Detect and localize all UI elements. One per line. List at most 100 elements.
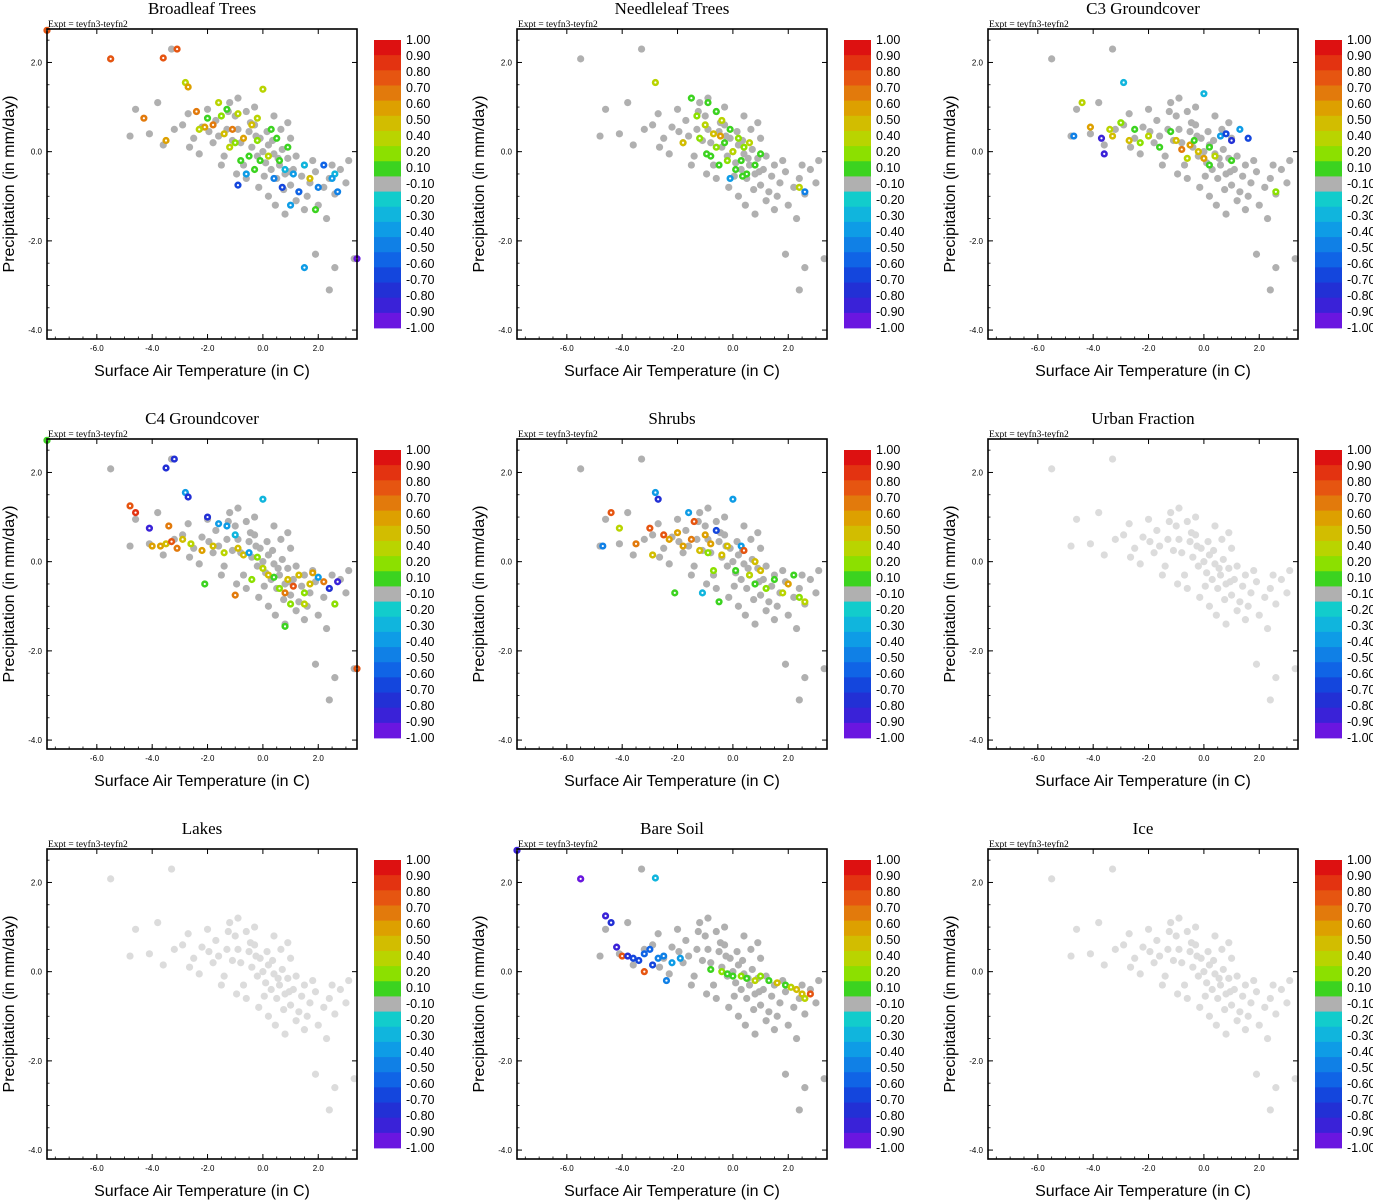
background-point [1225, 939, 1233, 947]
background-point [1187, 119, 1196, 127]
data-point-center [798, 596, 801, 599]
background-point [170, 125, 178, 133]
x-tick-label: 2.0 [1254, 1164, 1266, 1173]
background-point [682, 116, 690, 125]
background-point [812, 179, 820, 187]
colorbar-label: -0.40 [1347, 225, 1373, 239]
colorbar-label: 0.60 [1347, 97, 1371, 111]
data-point-center [278, 587, 281, 590]
scatter-panel: Lakes Expt = teyfn3-teyfn2 -6.0 -4.0 -2.0 0.0… [1, 819, 435, 1200]
colorbar-swatch [1315, 556, 1342, 572]
background-point [1291, 665, 1299, 673]
colorbar-label: 0.10 [876, 981, 900, 995]
background-point [228, 956, 237, 965]
background-point [242, 927, 250, 936]
correlation-points [651, 78, 809, 196]
background-point [284, 564, 292, 572]
data-point-center [687, 511, 690, 514]
background-point [792, 1034, 801, 1043]
background-point [1214, 174, 1222, 183]
background-point [577, 465, 585, 473]
colorbar-swatch [844, 252, 871, 268]
data-point-center [162, 56, 165, 60]
x-tick-label: -6.0 [1031, 1164, 1045, 1173]
background-point [1178, 959, 1186, 967]
data-point-center [720, 119, 723, 122]
background-point [1167, 918, 1175, 927]
colorbar-swatch [1315, 571, 1342, 587]
background-point [242, 584, 250, 593]
data-point-center [270, 128, 273, 131]
background-point [1126, 553, 1135, 561]
background-point [601, 925, 610, 933]
background-point [740, 522, 748, 530]
background-point [730, 582, 738, 590]
background-point [790, 183, 798, 191]
colorbar-label: 0.50 [406, 933, 430, 947]
background-point [637, 455, 646, 463]
background-point [679, 549, 687, 557]
data-point-center [651, 963, 654, 967]
colorbar-swatch [1315, 480, 1342, 496]
colorbar-label: 1.00 [1347, 443, 1371, 457]
background-point [1191, 923, 1200, 931]
background-point [702, 990, 711, 998]
x-axis-label: Surface Air Temperature (in C) [94, 773, 310, 790]
background-point [1252, 168, 1261, 176]
background-point [1183, 107, 1191, 116]
colorbar-swatch [844, 1132, 871, 1149]
background-point [1212, 611, 1220, 619]
data-point-center [781, 591, 784, 594]
background-point [245, 537, 253, 546]
data-point-center [303, 163, 306, 167]
background-point [720, 923, 729, 931]
x-tick-label: -6.0 [1031, 754, 1045, 763]
y-axis-label: Precipitation (in mm/day) [471, 506, 488, 683]
data-point-center [800, 992, 804, 996]
x-tick-label: 0.0 [727, 1164, 739, 1173]
background-point [220, 972, 228, 980]
background-point [1201, 992, 1209, 1000]
background-point [665, 150, 673, 158]
data-point-center [610, 921, 613, 924]
colorbar-swatch [1315, 70, 1342, 86]
x-tick-label: 0.0 [727, 754, 739, 763]
background-points [577, 455, 828, 704]
background-point [131, 105, 140, 113]
colorbar-label: 0.90 [406, 459, 430, 473]
colorbar-swatch [374, 662, 401, 678]
background-point [730, 992, 738, 1000]
data-point-center [717, 600, 721, 603]
background-point [342, 179, 350, 187]
background-point [292, 152, 300, 160]
x-tick-label: -2.0 [201, 1164, 215, 1173]
data-point-center [195, 110, 198, 113]
data-point-center [1224, 132, 1228, 135]
data-point-center [795, 988, 798, 991]
background-point [268, 956, 277, 965]
background-point [750, 595, 758, 604]
background-point [224, 927, 232, 936]
background-point [1233, 562, 1241, 570]
colorbar-label: -0.20 [1347, 1013, 1373, 1027]
colorbar-swatch [844, 1102, 871, 1119]
background-point [1233, 972, 1241, 980]
colorbar-label: 0.70 [406, 81, 430, 95]
colorbar-swatch [844, 465, 871, 481]
colorbar-label: -0.70 [1347, 683, 1373, 697]
background-point [345, 566, 353, 575]
data-point-center [164, 139, 168, 142]
colorbar-swatch [1315, 920, 1342, 937]
data-point-center [648, 948, 651, 951]
data-point-center [1219, 134, 1222, 138]
colorbar-label: -0.90 [1347, 715, 1373, 729]
background-point [756, 954, 765, 962]
background-point [1175, 914, 1183, 922]
background-point [1205, 602, 1214, 610]
plot-frame [987, 848, 1299, 1160]
data-point-center [748, 141, 751, 144]
data-point-center [286, 146, 289, 149]
background-point [1203, 979, 1211, 987]
data-point-center [1180, 148, 1183, 151]
background-point [687, 161, 695, 169]
